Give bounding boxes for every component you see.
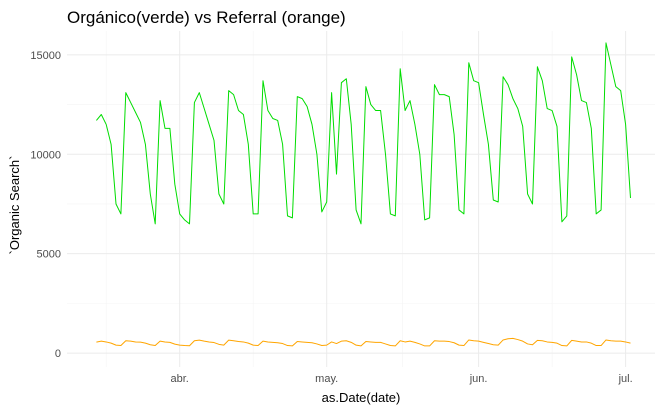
x-tick-label: may. (315, 373, 338, 385)
plot-panel (67, 31, 655, 367)
series-line-referral (96, 337, 631, 347)
y-tick-label: 10000 (30, 149, 61, 161)
x-tick-label: jul. (618, 373, 633, 385)
y-tick-label: 5000 (37, 249, 61, 261)
series-line-organic (96, 42, 631, 225)
major-gridlines-y (67, 54, 655, 354)
minor-gridlines-y (67, 104, 655, 304)
minor-gridlines-x (105, 31, 553, 367)
chart-title: Orgánico(verde) vs Referral (orange) (67, 8, 346, 27)
x-tick-label: abr. (171, 373, 189, 385)
y-axis-tick-labels: 0 5000 10000 15000 (30, 50, 61, 360)
y-tick-label: 0 (55, 348, 61, 360)
series-layer (96, 42, 631, 347)
y-tick-label: 15000 (30, 50, 61, 62)
x-tick-label: jun. (469, 373, 488, 385)
x-axis-title: as.Date(date) (322, 390, 401, 405)
x-axis-tick-labels: abr. may. jun. jul. (171, 373, 633, 385)
y-axis-title: `Organic Search` (7, 156, 22, 255)
